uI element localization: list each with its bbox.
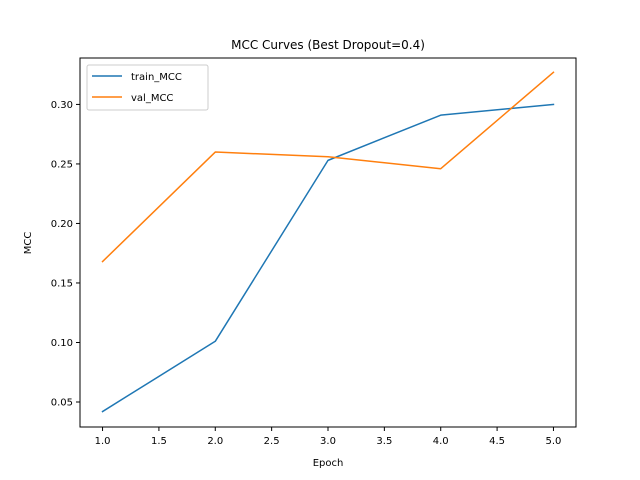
x-tick-label: 1.0 bbox=[95, 436, 111, 447]
x-tick-label: 3.0 bbox=[320, 436, 336, 447]
y-tick-label: 0.15 bbox=[51, 278, 73, 289]
legend-label-val: val_MCC bbox=[131, 93, 173, 104]
plot-frame bbox=[79, 57, 577, 428]
x-tick-label: 3.5 bbox=[376, 436, 392, 447]
x-tick-label: 2.5 bbox=[264, 436, 280, 447]
series-line-train_MCC bbox=[101, 103, 555, 413]
legend: train_MCC val_MCC bbox=[86, 64, 209, 111]
y-tick-label: 0.25 bbox=[51, 159, 73, 170]
chart-title: MCC Curves (Best Dropout=0.4) bbox=[231, 38, 425, 52]
x-tick-label: 4.0 bbox=[433, 436, 449, 447]
y-tick-label: 0.05 bbox=[51, 398, 73, 409]
x-tick-label: 5.0 bbox=[546, 436, 562, 447]
series-line-val_MCC bbox=[101, 71, 555, 263]
x-tick-label: 2.0 bbox=[207, 436, 223, 447]
x-tick-label: 4.5 bbox=[489, 436, 505, 447]
y-tick-label: 0.20 bbox=[51, 219, 73, 230]
axis-ticks: 1.0 1.5 2.0 2.5 3.0 3.5 4.0 4.5 5.0 0.05 0.10 0.15 0… bbox=[51, 100, 562, 447]
legend-label-train: train_MCC bbox=[131, 72, 182, 83]
y-axis-label: MCC bbox=[23, 232, 34, 255]
y-tick-label: 0.10 bbox=[51, 338, 73, 349]
x-axis-label: Epoch bbox=[313, 458, 344, 469]
series-lines bbox=[101, 71, 555, 413]
y-tick-label: 0.30 bbox=[51, 100, 73, 111]
x-tick-label: 1.5 bbox=[151, 436, 167, 447]
